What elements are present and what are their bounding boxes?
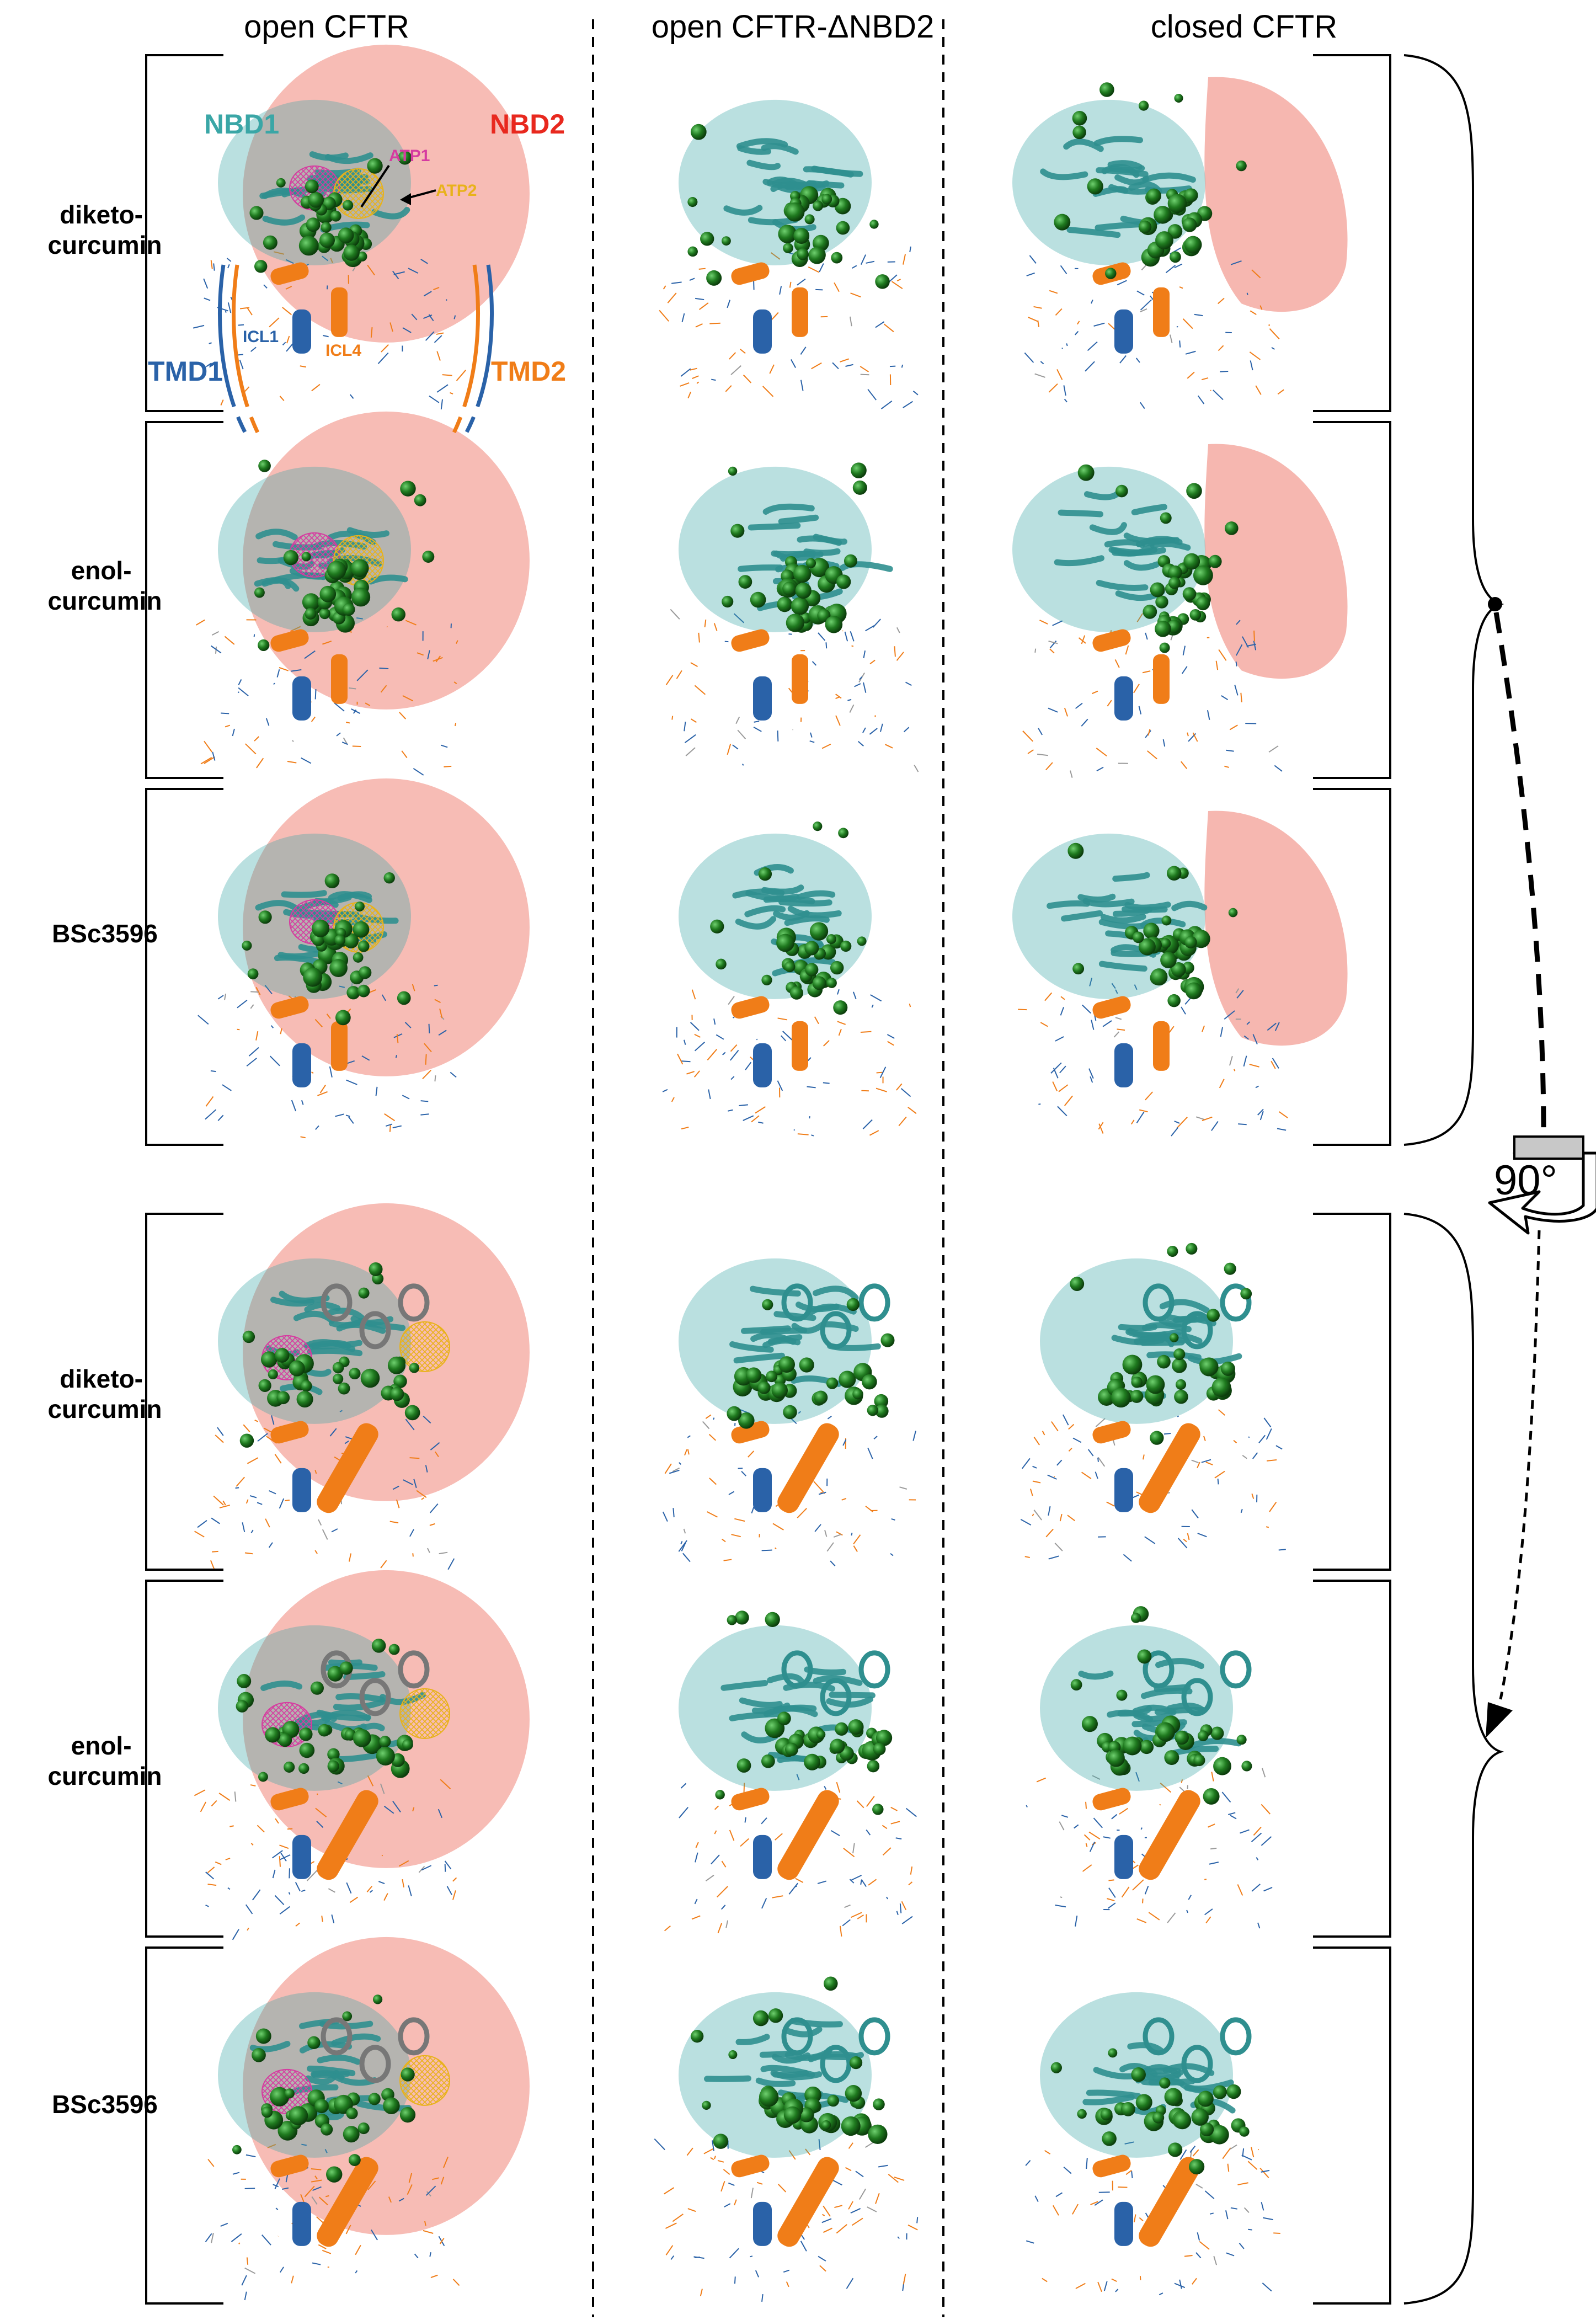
label-icl4: ICL4 [325, 342, 361, 360]
right-row-brackets [1313, 54, 1391, 2305]
structure-panel [1012, 444, 1348, 778]
row-label-top-1: diketo- curcumin [47, 200, 162, 259]
structure-panel [1012, 810, 1348, 1137]
atp2-pointer-head [400, 193, 411, 205]
top-group-brace [1403, 54, 1504, 1146]
structure-panel [1026, 1606, 1273, 1929]
rotation-indicator: 90° [1486, 597, 1596, 1738]
structure-panel [1012, 77, 1348, 409]
tmd2-arc-blue [464, 264, 494, 434]
column-title-open-cftr-dnbd2: open CFTR-ΔNBD2 [652, 9, 935, 45]
label-tmd1: TMD1 [148, 356, 223, 387]
structure-panel [654, 1976, 919, 2302]
label-nbd2: NBD2 [490, 109, 565, 140]
structure-panel [194, 1570, 530, 1940]
structure-panel [664, 1610, 917, 1937]
structure-panel [1020, 1242, 1286, 1562]
left-row-brackets [145, 54, 223, 2305]
label-atp1: ATP1 [389, 147, 430, 165]
row-label-bottom-2: enol- curcumin [47, 1731, 162, 1790]
column-title-open-cftr: open CFTR [244, 9, 409, 45]
structure-panel [193, 44, 530, 410]
column-title-closed-cftr: closed CFTR [1151, 9, 1337, 45]
label-icl1: ICL1 [243, 328, 279, 346]
structure-panel [1025, 1992, 1280, 2296]
label-nbd1: NBD1 [204, 109, 279, 140]
structure-panel [194, 1203, 530, 1570]
row-label-bottom-3: BSc3596 [52, 2090, 158, 2119]
tmd1-arc-orange [232, 264, 261, 437]
structure-panel [205, 1937, 530, 2301]
label-tmd2: TMD2 [491, 356, 566, 387]
rotation-arrow-bold [1493, 612, 1546, 1148]
label-atp2: ATP2 [436, 182, 477, 200]
rotation-arrow-thin [1499, 1230, 1541, 1700]
rotate-90-icon [1488, 1151, 1596, 1235]
structure-panel [662, 1258, 916, 1566]
rotation-start-dot [1488, 597, 1502, 611]
atp1-pointer [360, 164, 390, 208]
tmd1-arc-blue [218, 264, 248, 434]
structure-panel [198, 778, 530, 1139]
structure-panel [662, 822, 917, 1137]
domain-annotations: NBD1 NBD2 ATP1 ATP2 TMD1 TMD2 ICL1 ICL4 [148, 109, 566, 437]
rotation-arrow-head [1486, 1702, 1513, 1738]
tmd2-arc-orange [450, 264, 480, 437]
structure-panels [193, 44, 1348, 2302]
row-label-bottom-1: diketo- curcumin [47, 1364, 162, 1423]
structure-panel [196, 411, 530, 776]
row-label-top-2: enol- curcumin [47, 556, 162, 615]
structure-panel [659, 99, 919, 409]
rotation-angle-label: 90° [1494, 1157, 1557, 1204]
row-label-top-3: BSc3596 [52, 919, 158, 948]
row-labels: diketo- curcumin enol- curcumin BSc3596 … [47, 200, 162, 2119]
bottom-group-brace [1403, 1213, 1504, 2305]
structure-panel [665, 462, 919, 772]
